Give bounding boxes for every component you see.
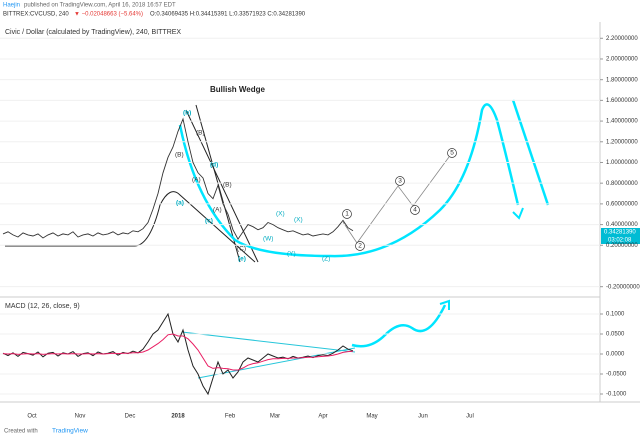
- annotation: Bullish Wedge: [210, 85, 266, 94]
- annotation: (X): [276, 211, 285, 218]
- x-tick-label: 2018: [171, 414, 185, 420]
- wave-circle: [395, 176, 405, 186]
- price-line: [2, 333, 354, 371]
- wave-circle: [447, 148, 457, 158]
- wave-circle: [342, 209, 352, 219]
- time-tag: 03:02:08: [608, 238, 632, 244]
- y-tick-label: 1.80000000: [606, 77, 638, 83]
- annotation: (c): [205, 218, 213, 225]
- y-tick-label: 0.80000000: [606, 181, 638, 187]
- projection-curve: [178, 103, 520, 258]
- annotation: 1: [345, 211, 349, 218]
- y-tick-label: -0.20000000: [606, 284, 640, 290]
- wave-circle: [355, 241, 365, 251]
- published: published on TradingView.com, April 16, …: [24, 3, 176, 9]
- annotation: (W): [263, 236, 273, 243]
- annotation: (B): [223, 182, 232, 189]
- y-tick-label: 1.20000000: [606, 139, 638, 145]
- y-tick-label: -0.1000: [606, 392, 627, 398]
- footer-brand[interactable]: TradingView: [52, 428, 88, 435]
- annotation: 3: [398, 178, 402, 185]
- y-tick-label: 2.00000000: [606, 57, 638, 63]
- y-tick-label: 0.20000000: [606, 243, 638, 249]
- annotation: (d): [210, 162, 218, 169]
- y-tick-label: 2.20000000: [606, 36, 638, 42]
- y-tick-label: 1.00000000: [606, 160, 638, 166]
- annotation: 4: [413, 207, 417, 214]
- x-tick-label: Feb: [225, 414, 236, 420]
- price-line: [2, 117, 354, 240]
- x-tick-label: May: [366, 414, 377, 420]
- macd-projection: [351, 304, 447, 348]
- footer-created: Created with: [4, 429, 38, 435]
- x-tick-label: Mar: [270, 414, 280, 420]
- chart-title: Civic / Dollar (calculated by TradingVie…: [5, 29, 181, 36]
- annotation: (A): [192, 177, 201, 184]
- y-tick-label: 0.40000000: [606, 222, 638, 228]
- x-tick-label: Oct: [27, 414, 37, 420]
- arrow-head: [512, 207, 524, 220]
- annotation: (B): [175, 152, 184, 159]
- annotation: 5: [450, 150, 454, 157]
- y-tick-label: 0.1000: [606, 312, 625, 318]
- ohlc: O:0.34069435 H:0.34415391 L:0.33571923 C…: [150, 12, 306, 18]
- y-tick-label: 0.60000000: [606, 201, 638, 207]
- white-curve: [5, 191, 256, 263]
- annotation: (Y): [287, 251, 296, 258]
- macd-trendline: [181, 331, 356, 353]
- y-tick-label: 1.40000000: [606, 119, 638, 125]
- price-tag: 0.34281390: [604, 230, 636, 236]
- symbol: BITTREX:CVCUSD, 240: [3, 12, 69, 18]
- annotation: (A): [213, 207, 222, 214]
- x-tick-label: Apr: [318, 414, 327, 420]
- x-tick-label: Jul: [466, 414, 474, 420]
- macd-title: MACD (12, 26, close, 9): [5, 303, 80, 310]
- x-tick-label: Dec: [125, 414, 136, 420]
- y-tick-label: 1.60000000: [606, 98, 638, 104]
- y-tick-label: 0.0500: [606, 332, 625, 338]
- y-tick-label: -0.0500: [606, 372, 627, 378]
- x-tick-label: Jun: [418, 414, 428, 420]
- annotation: (e): [238, 256, 246, 263]
- annotation: (b): [183, 110, 191, 117]
- wave-circle: [410, 205, 420, 215]
- y-tick-label: 0.0000: [606, 352, 625, 358]
- wave-projection: [342, 156, 450, 244]
- drawings: [5, 99, 550, 379]
- projection-line: [511, 99, 550, 206]
- annotation: (B): [196, 130, 205, 137]
- author[interactable]: Haejin: [3, 3, 20, 9]
- x-tick-label: Nov: [75, 414, 86, 420]
- annotation: (Z): [322, 256, 330, 263]
- annotation: (X): [294, 217, 303, 224]
- arrow-head: [439, 299, 450, 310]
- price-tag-bg: [601, 228, 640, 236]
- change: ▼ −0.02048663 (−5.64%): [74, 12, 143, 18]
- wedge-line: [185, 109, 259, 263]
- annotation: (a): [176, 200, 184, 207]
- annotation: 2: [358, 243, 362, 250]
- time-tag-bg: [601, 236, 640, 244]
- annotation: (C): [237, 246, 246, 253]
